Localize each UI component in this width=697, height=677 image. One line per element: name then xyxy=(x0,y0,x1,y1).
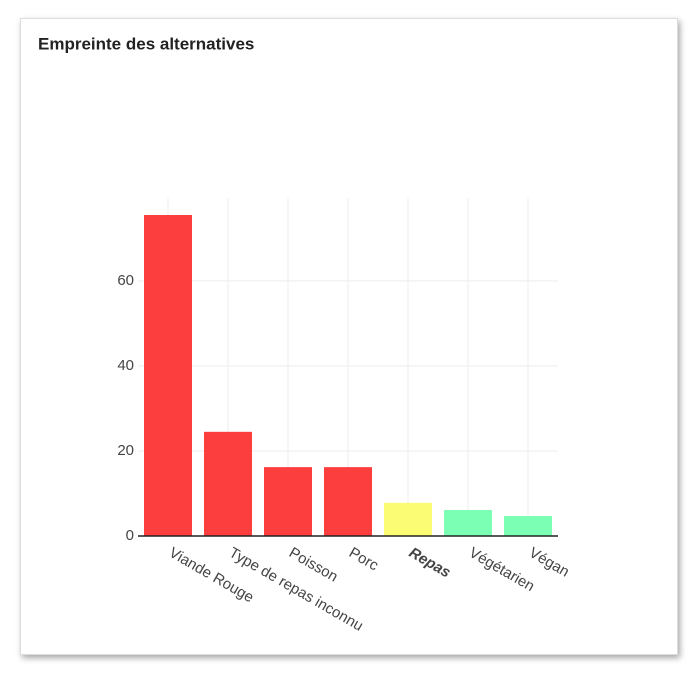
bar xyxy=(144,215,192,536)
bar xyxy=(264,467,312,536)
bar xyxy=(384,502,432,536)
bar xyxy=(324,467,372,536)
chart-title: Empreinte des alternatives xyxy=(38,34,254,53)
y-tick-label: 0 xyxy=(126,527,134,544)
y-tick-label: 40 xyxy=(117,357,134,374)
bar xyxy=(204,431,252,536)
x-tick-label: Repas xyxy=(406,544,453,581)
x-tick-label: Végétarien xyxy=(466,544,537,595)
y-tick-label: 20 xyxy=(117,442,134,459)
card xyxy=(20,18,678,655)
bar xyxy=(504,516,552,536)
y-tick-label: 60 xyxy=(117,272,134,289)
x-tick-label: Porc xyxy=(346,544,382,574)
bar xyxy=(444,510,492,536)
x-tick-label: Végan xyxy=(526,544,572,580)
